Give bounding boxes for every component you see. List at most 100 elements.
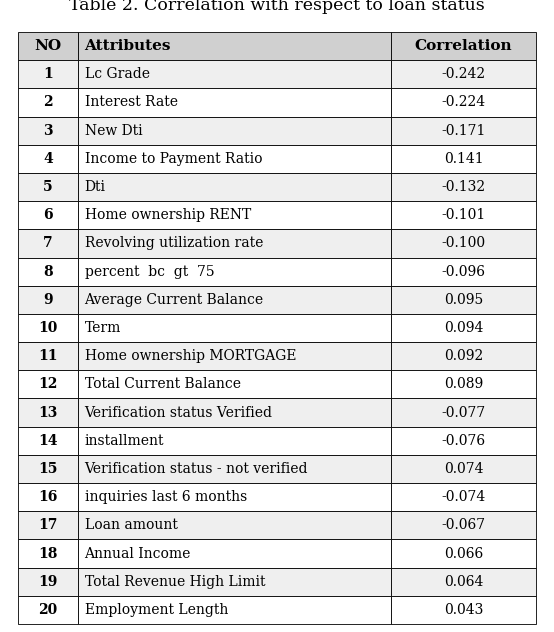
Text: 6: 6 <box>43 208 53 222</box>
Bar <box>391 257 536 286</box>
Text: NO: NO <box>34 39 61 53</box>
Bar <box>18 427 78 455</box>
Bar <box>18 511 78 540</box>
Bar <box>18 370 78 399</box>
Bar <box>78 173 391 201</box>
Text: Lc Grade: Lc Grade <box>85 67 150 82</box>
Bar <box>391 145 536 173</box>
Bar <box>18 596 78 624</box>
Text: 5: 5 <box>43 180 53 194</box>
Bar <box>391 32 536 60</box>
Text: -0.067: -0.067 <box>442 518 485 532</box>
Bar <box>78 540 391 568</box>
Text: Average Current Balance: Average Current Balance <box>85 293 264 307</box>
Bar <box>78 511 391 540</box>
Text: Verification status Verified: Verification status Verified <box>85 406 273 420</box>
Bar <box>18 201 78 229</box>
Bar <box>78 314 391 342</box>
Text: -0.132: -0.132 <box>442 180 485 194</box>
Text: Total Current Balance: Total Current Balance <box>85 377 240 391</box>
Bar <box>18 229 78 257</box>
Text: 10: 10 <box>38 321 58 335</box>
Text: 0.074: 0.074 <box>444 462 483 476</box>
Bar <box>78 483 391 511</box>
Bar <box>391 229 536 257</box>
Text: 3: 3 <box>43 124 53 138</box>
Text: 0.043: 0.043 <box>444 603 483 617</box>
Text: 0.094: 0.094 <box>444 321 483 335</box>
Bar <box>18 145 78 173</box>
Bar <box>18 32 78 60</box>
Text: 13: 13 <box>38 406 58 420</box>
Bar <box>18 483 78 511</box>
Text: Table 2. Correlation with respect to loan status: Table 2. Correlation with respect to loa… <box>69 0 485 14</box>
Text: Home ownership RENT: Home ownership RENT <box>85 208 251 222</box>
Text: -0.242: -0.242 <box>442 67 485 82</box>
Text: Verification status - not verified: Verification status - not verified <box>85 462 308 476</box>
Bar <box>78 427 391 455</box>
Text: -0.096: -0.096 <box>442 265 485 279</box>
Text: Attributes: Attributes <box>85 39 171 53</box>
Text: 12: 12 <box>38 377 58 391</box>
Bar <box>18 88 78 116</box>
Bar <box>78 257 391 286</box>
Bar <box>18 568 78 596</box>
Text: 11: 11 <box>38 349 58 363</box>
Bar <box>391 370 536 399</box>
Text: 0.095: 0.095 <box>444 293 483 307</box>
Bar <box>18 342 78 370</box>
Bar <box>391 540 536 568</box>
Text: Home ownership MORTGAGE: Home ownership MORTGAGE <box>85 349 296 363</box>
Text: 18: 18 <box>38 547 58 561</box>
Text: 2: 2 <box>43 95 53 109</box>
Bar <box>78 370 391 399</box>
Text: 1: 1 <box>43 67 53 82</box>
Text: installment: installment <box>85 434 164 447</box>
Text: 14: 14 <box>38 434 58 447</box>
Text: Total Revenue High Limit: Total Revenue High Limit <box>85 574 265 589</box>
Bar <box>78 145 391 173</box>
Text: -0.101: -0.101 <box>442 208 486 222</box>
Bar <box>18 173 78 201</box>
Text: Correlation: Correlation <box>414 39 512 53</box>
Text: -0.076: -0.076 <box>442 434 485 447</box>
Text: 19: 19 <box>38 574 58 589</box>
Bar <box>18 257 78 286</box>
Bar <box>391 116 536 145</box>
Text: 0.066: 0.066 <box>444 547 483 561</box>
Bar <box>391 88 536 116</box>
Bar <box>391 427 536 455</box>
Text: Revolving utilization rate: Revolving utilization rate <box>85 236 263 250</box>
Text: 0.064: 0.064 <box>444 574 483 589</box>
Bar <box>78 596 391 624</box>
Text: 0.092: 0.092 <box>444 349 483 363</box>
Text: 7: 7 <box>43 236 53 250</box>
Bar <box>391 483 536 511</box>
Bar <box>391 568 536 596</box>
Bar <box>391 201 536 229</box>
Bar <box>78 88 391 116</box>
Bar <box>78 201 391 229</box>
Text: Dti: Dti <box>85 180 106 194</box>
Text: 0.089: 0.089 <box>444 377 483 391</box>
Bar <box>391 60 536 88</box>
Bar <box>78 568 391 596</box>
Text: -0.224: -0.224 <box>442 95 485 109</box>
Text: Interest Rate: Interest Rate <box>85 95 178 109</box>
Text: 17: 17 <box>38 518 58 532</box>
Text: Annual Income: Annual Income <box>85 547 191 561</box>
Text: 15: 15 <box>38 462 58 476</box>
Bar <box>78 229 391 257</box>
Bar <box>18 286 78 314</box>
Text: 20: 20 <box>38 603 58 617</box>
Bar <box>18 116 78 145</box>
Text: Income to Payment Ratio: Income to Payment Ratio <box>85 152 262 166</box>
Text: inquiries last 6 months: inquiries last 6 months <box>85 490 247 504</box>
Bar <box>391 596 536 624</box>
Bar <box>18 540 78 568</box>
Text: New Dti: New Dti <box>85 124 142 138</box>
Bar <box>78 455 391 483</box>
Text: -0.074: -0.074 <box>442 490 486 504</box>
Text: 4: 4 <box>43 152 53 166</box>
Bar <box>78 342 391 370</box>
